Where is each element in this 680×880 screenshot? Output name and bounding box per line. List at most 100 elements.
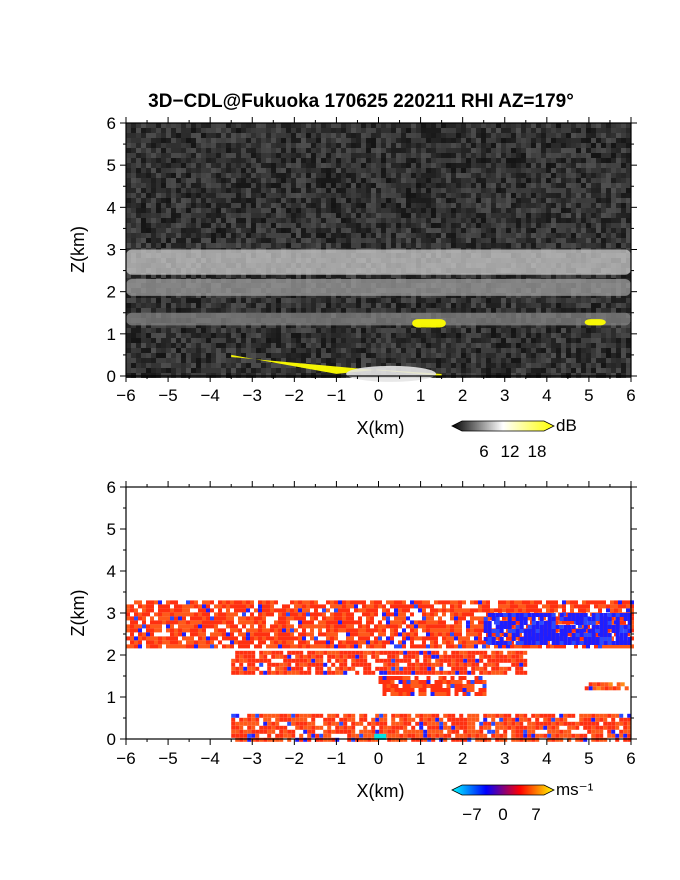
noise-pixel [566,363,571,368]
noise-pixel [281,238,286,243]
noise-pixel [356,128,361,133]
noise-pixel [231,203,236,208]
noise-pixel [266,353,271,358]
noise-pixel [181,203,186,208]
noise-pixel [521,363,526,368]
noise-pixel [511,173,516,178]
noise-pixel [241,238,246,243]
noise-pixel [451,208,456,213]
noise-pixel [596,143,601,148]
noise-pixel [146,203,151,208]
noise-pixel [266,328,271,333]
noise-pixel [486,123,491,128]
noise-pixel [271,153,276,158]
noise-pixel [241,158,246,163]
noise-pixel [146,148,151,153]
noise-pixel [446,213,451,218]
noise-pixel [501,203,506,208]
noise-pixel [171,203,176,208]
noise-pixel [436,128,441,133]
noise-pixel [611,138,616,143]
noise-pixel [171,228,176,233]
noise-pixel [251,243,256,248]
noise-pixel [601,168,606,173]
noise-pixel [561,303,566,308]
noise-pixel [366,203,371,208]
noise-pixel [216,123,221,128]
noise-pixel [536,223,541,228]
noise-pixel [286,273,291,278]
noise-pixel [276,333,281,338]
noise-pixel [286,343,291,348]
noise-pixel [396,218,401,223]
noise-pixel [226,273,231,278]
noise-pixel [416,128,421,133]
noise-pixel [416,198,421,203]
noise-pixel [221,168,226,173]
noise-pixel [231,233,236,238]
noise-pixel [266,163,271,168]
noise-pixel [196,173,201,178]
noise-pixel [201,153,206,158]
noise-pixel [131,303,136,308]
noise-pixel [386,193,391,198]
noise-pixel [286,128,291,133]
noise-pixel [376,298,381,303]
noise-pixel [441,298,446,303]
noise-pixel [481,158,486,163]
noise-pixel [411,178,416,183]
noise-pixel [556,363,561,368]
noise-pixel [511,343,516,348]
noise-pixel [356,198,361,203]
noise-pixel [371,343,376,348]
noise-pixel [561,273,566,278]
noise-pixel [381,363,386,368]
noise-pixel [446,133,451,138]
noise-pixel [396,223,401,228]
noise-pixel [156,358,161,363]
noise-pixel [331,198,336,203]
noise-pixel [166,223,171,228]
noise-pixel [256,273,261,278]
noise-pixel [221,173,226,178]
noise-pixel [196,323,201,328]
noise-pixel [361,328,366,333]
noise-pixel [161,303,166,308]
noise-pixel [376,228,381,233]
noise-pixel [436,348,441,353]
noise-pixel [546,238,551,243]
noise-pixel [296,128,301,133]
noise-pixel [521,128,526,133]
noise-pixel [171,198,176,203]
noise-pixel [241,123,246,128]
noise-pixel [611,203,616,208]
noise-pixel [601,348,606,353]
noise-pixel [431,198,436,203]
noise-pixel [226,178,231,183]
noise-pixel [336,308,341,313]
noise-pixel [231,128,236,133]
noise-pixel [461,338,466,343]
noise-pixel [271,363,276,368]
noise-pixel [351,123,356,128]
noise-pixel [191,328,196,333]
noise-pixel [351,153,356,158]
noise-pixel [346,163,351,168]
noise-pixel [181,228,186,233]
noise-pixel [161,143,166,148]
noise-pixel [201,303,206,308]
noise-pixel [161,178,166,183]
noise-pixel [406,163,411,168]
noise-pixel [601,188,606,193]
noise-pixel [566,173,571,178]
noise-pixel [196,338,201,343]
noise-pixel [251,298,256,303]
noise-pixel [456,153,461,158]
noise-pixel [191,203,196,208]
noise-pixel [356,208,361,213]
noise-pixel [531,303,536,308]
noise-pixel [391,208,396,213]
noise-pixel [491,208,496,213]
noise-pixel [601,243,606,248]
noise-pixel [386,148,391,153]
